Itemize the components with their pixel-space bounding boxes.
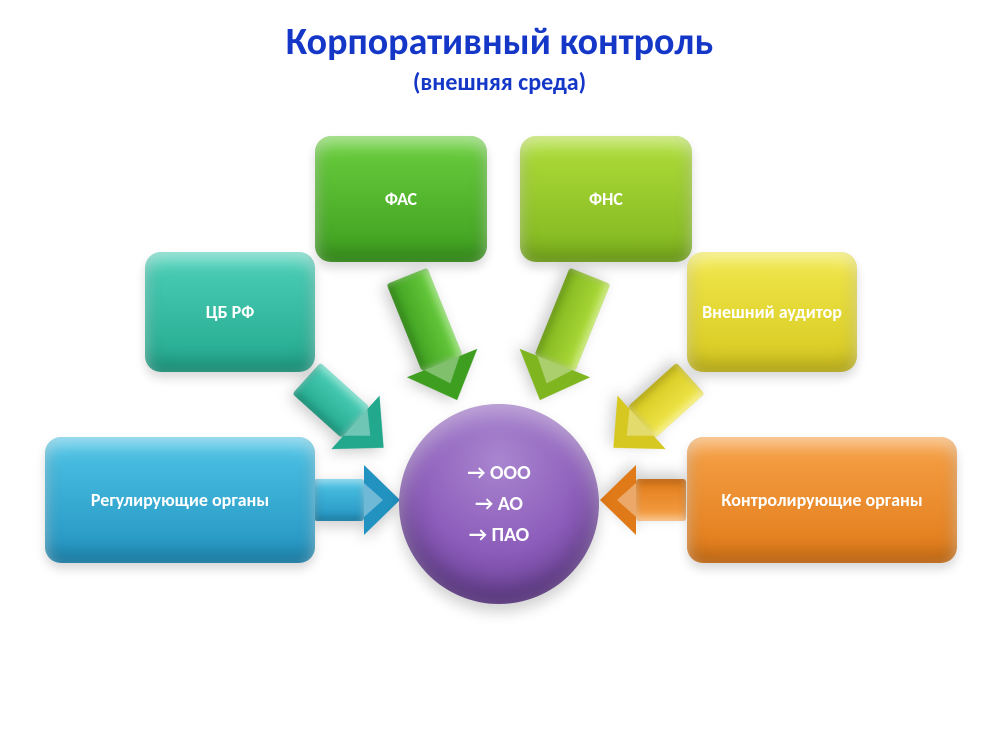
card-label-controllers: Контролирующие органы xyxy=(721,489,922,511)
arrow-fas xyxy=(372,262,493,415)
card-label-fns: ФНС xyxy=(589,188,623,210)
card-label-cbrf: ЦБ РФ xyxy=(206,301,255,323)
center-item-2: → ПАО xyxy=(469,520,529,551)
title-line1: Корпоративный контроль xyxy=(0,22,999,64)
arrow-fns xyxy=(505,262,626,415)
card-label-regulators: Регулирующие органы xyxy=(91,489,269,511)
card-label-fas: ФАС xyxy=(385,188,417,210)
center-item-0: → ООО xyxy=(467,458,530,489)
arrow-regulators xyxy=(314,465,400,535)
title-line2: (внешняя среда) xyxy=(0,68,999,97)
page-title: Корпоративный контроль (внешняя среда) xyxy=(0,22,999,97)
card-auditor: Внешний аудитор xyxy=(687,252,857,372)
center-node: → ООО→ АО→ ПАО xyxy=(399,404,599,604)
arrow-controllers xyxy=(600,465,686,535)
center-item-1: → АО xyxy=(475,489,523,520)
card-cbrf: ЦБ РФ xyxy=(145,252,315,372)
card-label-auditor: Внешний аудитор xyxy=(702,301,842,323)
card-controllers: Контролирующие органы xyxy=(687,437,957,563)
card-regulators: Регулирующие органы xyxy=(45,437,315,563)
card-fns: ФНС xyxy=(520,136,692,262)
diagram-stage: Корпоративный контроль (внешняя среда) →… xyxy=(0,0,999,749)
card-fas: ФАС xyxy=(315,136,487,262)
